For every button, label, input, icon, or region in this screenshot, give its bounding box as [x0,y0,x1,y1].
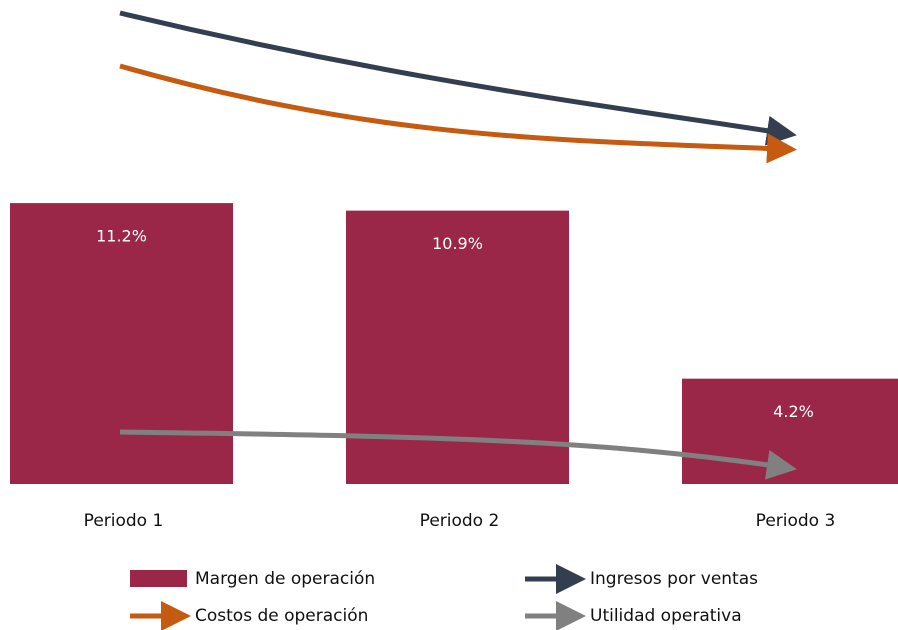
x-tick-label: Periodo 2 [420,511,500,531]
trend-arrow [119,10,797,146]
trend-arrow [119,429,797,480]
legend-label: Costos de operación [195,606,368,626]
legend-swatch [130,570,187,587]
trend-arrow [119,63,797,164]
legend-label: Margen de operación [195,569,375,589]
bar [682,378,898,484]
value-label: 4.2% [773,402,814,421]
value-label: 10.9% [432,234,483,253]
value-label: 11.2% [96,227,147,246]
legend-label: Ingresos por ventas [590,569,758,589]
x-tick-label: Periodo 1 [84,511,164,531]
x-tick-label: Periodo 3 [756,511,836,531]
bar [10,203,233,484]
legend-label: Utilidad operativa [590,606,742,626]
